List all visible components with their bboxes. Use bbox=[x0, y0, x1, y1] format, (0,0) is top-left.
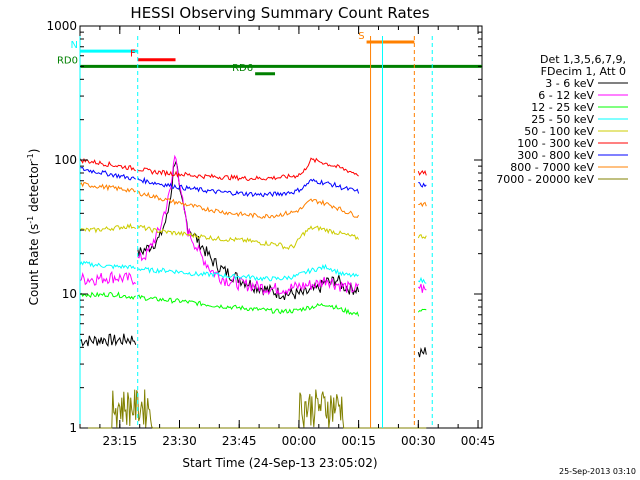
series-line bbox=[137, 157, 359, 182]
series-line bbox=[418, 276, 427, 284]
y-axis-label-sup1: -1 bbox=[26, 216, 35, 224]
series-line bbox=[417, 234, 427, 240]
legend: Det 1,3,5,6,7,9,FDecim 1, Att 03 - 6 keV… bbox=[496, 53, 628, 186]
x-tick-label: 23:15 bbox=[103, 434, 138, 448]
y-tick-label: 10 bbox=[62, 287, 77, 301]
y-tick-label: 100 bbox=[54, 153, 77, 167]
legend-label: 7000 - 20000 keV bbox=[496, 173, 594, 186]
x-tick-label: 00:15 bbox=[341, 434, 376, 448]
series-line bbox=[137, 190, 360, 219]
series-line bbox=[79, 270, 137, 286]
y-axis-label-end: ) bbox=[27, 149, 41, 154]
series-line bbox=[137, 160, 360, 301]
series-25-50-keV bbox=[79, 260, 427, 284]
y-axis-label: Count Rate (s-1 detector-1) bbox=[26, 149, 41, 306]
series-line bbox=[137, 176, 360, 198]
series-line bbox=[417, 283, 427, 293]
series-line bbox=[137, 263, 359, 282]
series-line bbox=[80, 389, 427, 429]
legend-label: 25 - 50 keV bbox=[531, 113, 594, 126]
legend-header: Det 1,3,5,6,7,9, bbox=[540, 53, 626, 66]
y-axis: 1 10 100 1000 bbox=[46, 19, 482, 435]
plot-frame bbox=[79, 25, 483, 429]
series-line bbox=[137, 294, 360, 317]
series-line bbox=[79, 222, 137, 234]
flag-n: N bbox=[71, 40, 138, 53]
legend-label: 12 - 25 keV bbox=[531, 101, 594, 114]
series-line bbox=[79, 166, 136, 181]
y-axis-label-sup2: -1 bbox=[26, 153, 35, 161]
flag-label: N bbox=[71, 40, 78, 51]
x-tick-label: 00:00 bbox=[282, 434, 317, 448]
y-axis-label-main: Count Rate (s bbox=[27, 224, 41, 306]
series-line bbox=[79, 157, 136, 172]
series-line bbox=[417, 308, 427, 313]
x-tick-label: 00:45 bbox=[461, 434, 496, 448]
series-line bbox=[79, 291, 136, 301]
flag-rd6: RD6 bbox=[232, 63, 276, 76]
legend-label: 50 - 100 keV bbox=[524, 125, 594, 138]
series-3-6-keV bbox=[79, 160, 427, 358]
series-50-100-keV bbox=[79, 222, 427, 250]
series-300-800-keV bbox=[79, 166, 427, 198]
x-tick-label: 23:30 bbox=[162, 434, 197, 448]
series-line bbox=[79, 260, 136, 270]
series-line bbox=[417, 169, 427, 176]
legend-label: 6 - 12 keV bbox=[538, 89, 594, 102]
series-line bbox=[79, 333, 137, 348]
series-12-25-keV bbox=[79, 291, 427, 317]
series-line bbox=[418, 201, 427, 208]
x-tick-label: 23:45 bbox=[222, 434, 257, 448]
plot-area: N F RD0 RD6 S bbox=[57, 25, 483, 429]
flag-label: F bbox=[130, 49, 136, 60]
series-line bbox=[418, 182, 427, 188]
legend-label: 3 - 6 keV bbox=[545, 77, 594, 90]
y-axis-label-mid: detector bbox=[27, 161, 41, 216]
x-axis: 23:15 23:30 23:45 00:00 00:15 00:30 00:45 bbox=[79, 26, 496, 448]
series-800-7000-keV bbox=[79, 182, 427, 219]
flag-label: RD6 bbox=[232, 63, 253, 74]
legend-label: 100 - 300 keV bbox=[517, 137, 594, 150]
x-axis-label: Start Time (24-Sep-13 23:05:02) bbox=[182, 456, 377, 470]
series-line bbox=[137, 154, 360, 296]
timestamp: 25-Sep-2013 03:10 bbox=[559, 467, 636, 476]
flag-label: S bbox=[358, 31, 364, 42]
series-line bbox=[79, 182, 136, 193]
series-6-12-keV bbox=[79, 154, 427, 296]
legend-label: 300 - 800 keV bbox=[517, 149, 594, 162]
legend-header: FDecim 1, Att 0 bbox=[541, 65, 626, 78]
flag-f: F bbox=[130, 49, 176, 62]
series-line bbox=[137, 224, 360, 250]
flag-s: S bbox=[358, 31, 415, 44]
legend-label: 800 - 7000 keV bbox=[510, 161, 594, 174]
flag-rd0: RD0 bbox=[57, 55, 482, 68]
x-tick-label: 00:30 bbox=[401, 434, 436, 448]
flag-label: RD0 bbox=[57, 55, 78, 66]
series-line bbox=[417, 347, 427, 358]
y-tick-label: 1 bbox=[69, 421, 77, 435]
y-tick-label: 1000 bbox=[46, 19, 77, 33]
chart-title: HESSI Observing Summary Count Rates bbox=[130, 4, 429, 22]
series-7000-20000-keV bbox=[80, 389, 427, 429]
series-100-300-keV bbox=[79, 157, 427, 182]
